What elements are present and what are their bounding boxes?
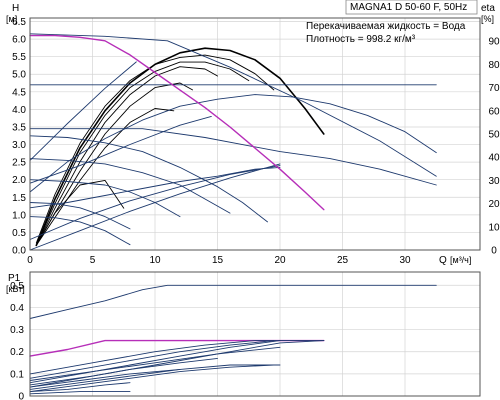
power-y-tick-label: 0.3 [10, 325, 24, 336]
head-grid [29, 18, 480, 251]
head-curves [29, 33, 437, 251]
liquid-note: Перекачиваемая жидкость = Вода [306, 21, 466, 32]
efficiency-curve-7 [35, 179, 125, 246]
eta-tick-label: 60 [488, 106, 500, 117]
power-curve-10 [29, 382, 131, 393]
head-y-tick-label: 3.5 [12, 122, 26, 133]
title-box [345, 0, 478, 15]
head-curve-5 [29, 158, 231, 214]
head-y-tick-label: 1.0 [12, 210, 26, 221]
efficiency-curve-4 [35, 66, 218, 246]
head-y-tick-label: 6.5 [12, 17, 26, 28]
power-curve-8 [29, 340, 275, 379]
head-curve-10 [29, 165, 281, 240]
power-plot-frame [29, 271, 481, 397]
head-curve-4 [29, 135, 268, 223]
head-axis-label: H [12, 3, 19, 14]
q-tick-label: 20 [274, 255, 286, 266]
eta-axis-label: eta [481, 3, 495, 14]
head-curve-14 [29, 34, 325, 211]
head-y-tick-label: 0.5 [12, 228, 26, 239]
eta-tick-label: 20 [488, 199, 500, 210]
eta-tick-label: 10 [488, 222, 500, 233]
head-y-tick-label: 1.5 [12, 193, 26, 204]
power-curve-9 [29, 364, 275, 393]
head-curve-3 [29, 128, 437, 186]
eta-tick-label: 0 [491, 246, 497, 257]
head-y-tick-label: 5.5 [12, 52, 26, 63]
head-curve-8 [29, 216, 131, 246]
power-y-tick-label: 0.2 [10, 347, 24, 358]
power-curve-1 [29, 284, 437, 319]
head-curve-1 [29, 33, 437, 177]
head-y-tick-label: 0.0 [12, 246, 26, 257]
power-curve-3 [29, 340, 325, 375]
power-curve-13 [29, 391, 131, 395]
head-y-tick-label: 3.0 [12, 140, 26, 151]
q-tick-label: 15 [212, 255, 224, 266]
head-curve-12 [29, 115, 212, 184]
efficiency-curve-3 [35, 61, 250, 246]
q-tick-label: 10 [149, 255, 161, 266]
eta-tick-label: 80 [488, 60, 500, 71]
power-curve-12 [29, 364, 281, 388]
chart-title: MAGNA1 D 50-60 F, 50Hz [350, 2, 467, 13]
efficiency-curve-1 [35, 47, 325, 247]
head-y-tick-label: 2.5 [12, 158, 26, 169]
power-y-tick-labels: 0 0.1 0.2 0.3 0.4 0.5 [10, 281, 24, 400]
power-curve-11 [29, 340, 281, 384]
power-y-tick-label: 0.1 [10, 369, 24, 380]
q-tick-label: 30 [399, 255, 411, 266]
efficiency-curve-2 [35, 54, 275, 244]
q-tick-label: 25 [337, 255, 349, 266]
power-curve-5 [29, 346, 281, 381]
power-curves [29, 284, 437, 395]
power-y-tick-label: 0.5 [10, 281, 24, 292]
efficiency-curve-8 [29, 94, 437, 193]
eta-tick-label: 90 [488, 37, 500, 48]
eta-tick-label: 70 [488, 83, 500, 94]
head-panel: 0.0 0.5 1.0 1.5 2.0 2.5 3.0 3.5 4.0 4.5 5.0 5.5 6.0 6… [6, 0, 500, 266]
efficiency-curve-5 [35, 82, 193, 246]
head-curve-13 [29, 163, 281, 251]
eta-tick-label: 30 [488, 176, 500, 187]
q-tick-label: 0 [27, 255, 33, 266]
eta-tick-label: 50 [488, 130, 500, 141]
head-curve-11 [29, 61, 137, 161]
density-note: Плотность = 998.2 кг/м³ [306, 34, 416, 45]
power-curve-7 [29, 368, 181, 390]
efficiency-curves [29, 47, 437, 247]
eta-tick-labels: 0 10 20 30 40 50 60 70 80 90 [488, 37, 500, 257]
q-axis-label: Q [439, 255, 447, 266]
head-curve-6 [29, 179, 181, 218]
power-axis-unit: [кВт] [6, 284, 25, 294]
head-y-tick-labels: 0.0 0.5 1.0 1.5 2.0 2.5 3.0 3.5 4.0 4.5 5.0 5.5 6.0 6… [12, 17, 26, 256]
power-panel: 0 0.1 0.2 0.3 0.4 0.5 P1 [кВт] [6, 271, 481, 400]
q-axis-unit: [м³/ч] [450, 255, 471, 265]
eta-tick-label: 40 [488, 153, 500, 164]
head-curve-9 [29, 166, 281, 209]
head-y-tick-label: 4.0 [12, 105, 26, 116]
power-curve-6 [29, 357, 218, 388]
head-y-tick-label: 4.5 [12, 87, 26, 98]
power-grid [29, 272, 480, 397]
head-y-tick-label: 6.0 [12, 35, 26, 46]
head-curve-7 [29, 202, 131, 230]
head-y-tick-label: 2.0 [12, 175, 26, 186]
power-y-tick-label: 0 [18, 392, 24, 400]
head-y-tick-label: 5.0 [12, 70, 26, 81]
q-tick-labels: 0 5 10 15 20 25 30 [27, 255, 411, 266]
eta-axis-unit: [%] [481, 14, 494, 24]
power-axis-label: P1 [8, 273, 21, 284]
head-axis-unit: [м] [6, 14, 17, 24]
power-y-tick-label: 0.4 [10, 303, 24, 314]
head-plot-frame [29, 17, 481, 251]
q-tick-label: 5 [90, 255, 96, 266]
